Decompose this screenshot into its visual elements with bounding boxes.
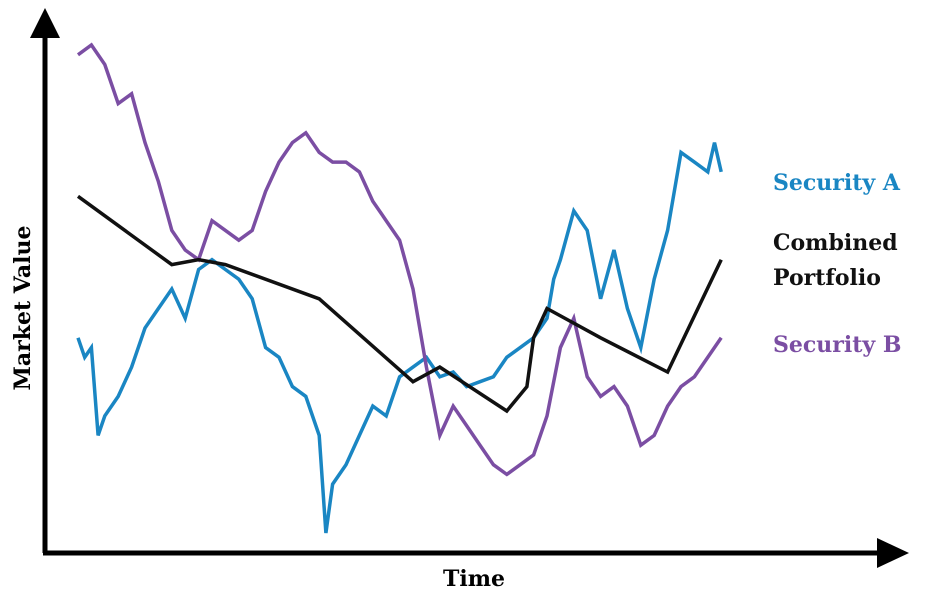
- y-axis-arrow: [30, 8, 60, 38]
- series-line-security-a: [76, 142, 723, 534]
- series-group: [76, 42, 723, 534]
- legend-combined-line2: Portfolio: [773, 265, 881, 291]
- legend-security-b: Security B: [773, 332, 901, 358]
- legend-security-a: Security A: [773, 170, 901, 196]
- x-axis-arrow: [877, 538, 909, 568]
- legend-combined-line1: Combined: [773, 230, 898, 256]
- series-line-combined-portfolio: [76, 194, 723, 414]
- x-axis-label: Time: [443, 566, 505, 590]
- series-line-security-b: [76, 42, 723, 477]
- y-axis-label: Market Value: [10, 226, 36, 391]
